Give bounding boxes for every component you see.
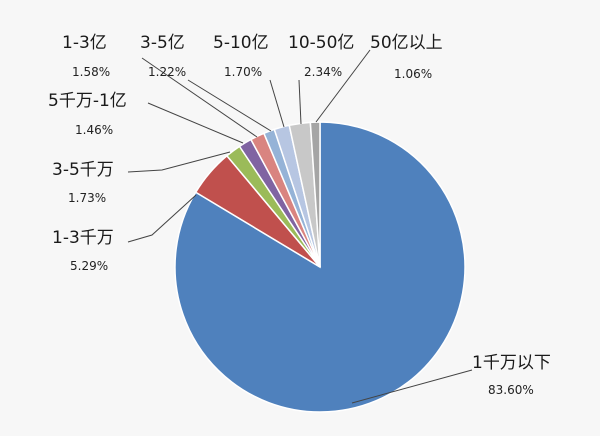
slice-category-label: 5-10亿 <box>213 33 269 53</box>
leader-line-4 <box>147 102 244 144</box>
pie-slice-1 <box>174 121 466 413</box>
slice-category-label: 50亿以上 <box>370 33 443 53</box>
slice-percent-label: 83.60% <box>488 383 534 397</box>
leader-line-5 <box>141 57 258 138</box>
leader-line-3 <box>127 151 231 173</box>
slice-percent-label: 1.06% <box>394 67 432 81</box>
slice-category-label: 1-3千万 <box>52 228 114 248</box>
slice-category-label: 10-50亿 <box>288 33 354 53</box>
leader-line-2 <box>127 194 197 243</box>
leader-line-7 <box>269 79 285 128</box>
slice-percent-label: 1.46% <box>75 123 113 137</box>
pie-slice-9 <box>309 121 321 268</box>
leader-line-6 <box>187 79 272 132</box>
slice-percent-label: 2.34% <box>304 65 342 79</box>
slice-percent-label: 1.70% <box>224 65 262 79</box>
leader-line-1 <box>351 369 473 404</box>
slice-category-label: 1千万以下 <box>472 353 551 373</box>
leader-line-9 <box>315 49 371 123</box>
slice-percent-label: 5.29% <box>70 259 108 273</box>
slice-category-label: 3-5亿 <box>140 33 185 53</box>
slice-category-label: 5千万-1亿 <box>48 91 127 111</box>
slice-percent-label: 1.58% <box>72 65 110 79</box>
leader-line-8 <box>298 79 302 125</box>
slice-percent-label: 1.73% <box>68 191 106 205</box>
slice-percent-label: 1.22% <box>148 65 186 79</box>
slice-category-label: 3-5千万 <box>52 160 114 180</box>
slice-category-label: 1-3亿 <box>62 33 107 53</box>
